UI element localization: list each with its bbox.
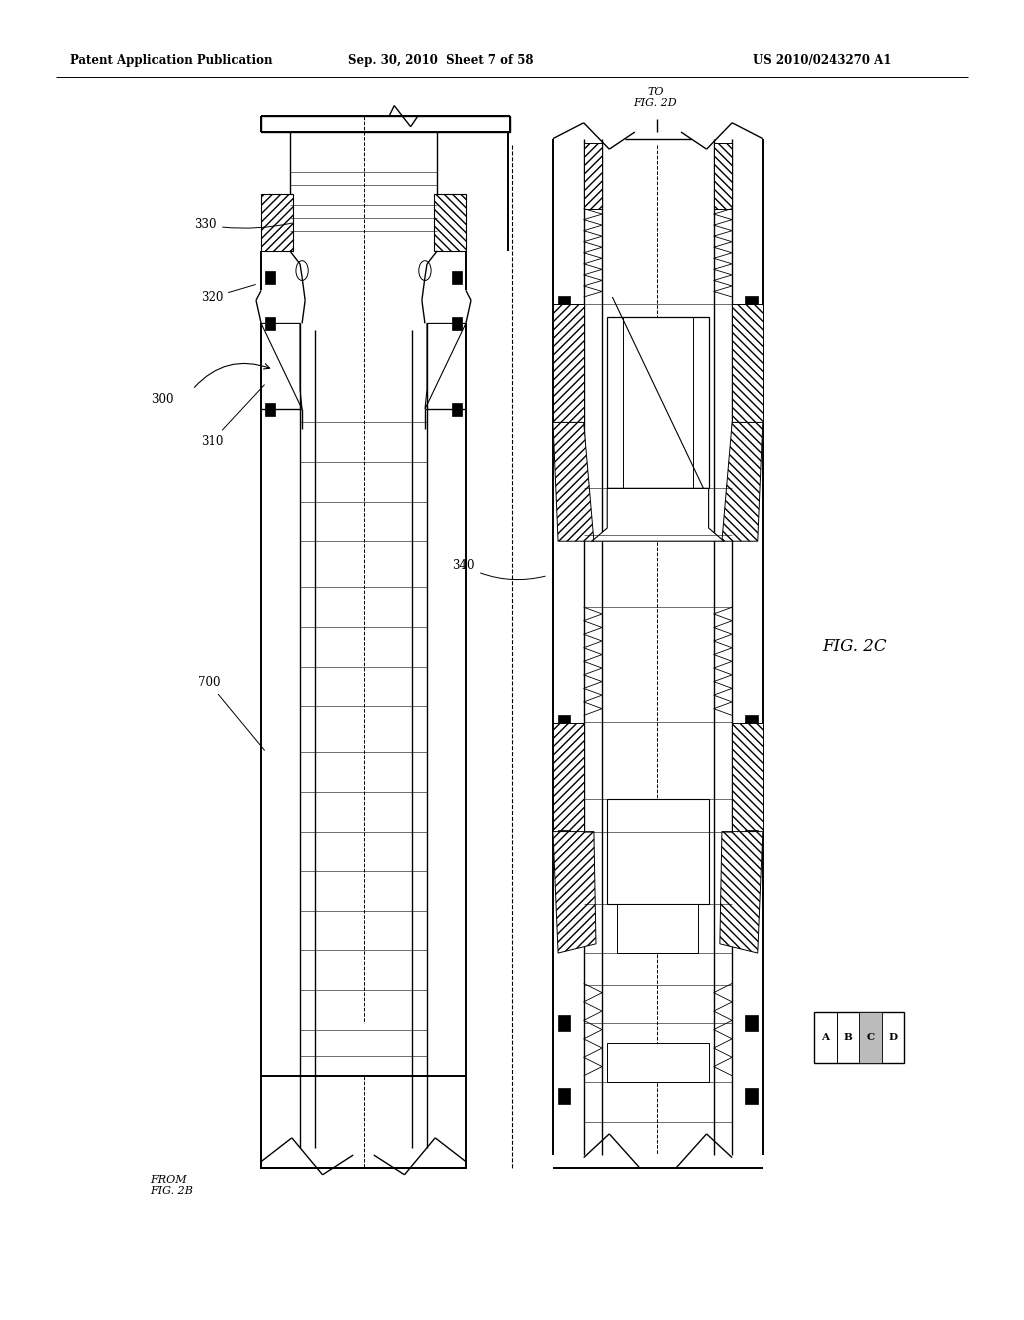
Text: TO
FIG. 2D: TO FIG. 2D [634,87,677,108]
Text: 340: 340 [453,558,545,579]
Bar [553,723,584,832]
Bar [558,715,570,731]
Text: Patent Application Publication: Patent Application Publication [70,54,272,67]
Bar [859,1012,882,1063]
Bar [434,194,466,251]
Bar [452,403,462,416]
Bar [558,1088,570,1104]
Text: Sep. 30, 2010  Sheet 7 of 58: Sep. 30, 2010 Sheet 7 of 58 [347,54,534,67]
Text: D: D [889,1034,897,1041]
Text: A: A [821,1034,829,1041]
Bar [584,143,602,209]
Text: FIG. 2C: FIG. 2C [822,639,888,655]
Text: 310: 310 [201,385,264,447]
Bar [261,116,510,132]
Bar [607,317,709,488]
Bar [261,1076,466,1168]
Bar [558,296,570,312]
Bar [745,1088,758,1104]
Ellipse shape [419,260,431,281]
Text: 700: 700 [198,676,264,750]
Bar [745,422,758,438]
Bar [265,403,275,416]
Bar [261,194,293,251]
Bar [814,1012,904,1063]
Bar [558,1015,570,1031]
Text: 300: 300 [152,392,174,405]
Bar [732,723,763,832]
Polygon shape [553,832,596,953]
Bar [553,304,584,422]
Bar [265,271,275,284]
Bar [558,422,570,438]
Text: 330: 330 [195,218,292,231]
Bar [452,317,462,330]
Bar [745,830,758,846]
Bar [714,143,732,209]
Bar [745,1015,758,1031]
Bar [607,799,709,904]
Text: FROM
FIG. 2B: FROM FIG. 2B [151,1175,194,1196]
Text: 320: 320 [201,285,255,304]
Polygon shape [592,488,724,541]
Polygon shape [425,323,466,409]
Polygon shape [553,422,594,541]
Polygon shape [722,422,763,541]
Bar [452,271,462,284]
Polygon shape [261,323,302,409]
Text: C: C [866,1034,874,1041]
Bar [617,904,698,953]
Bar [558,830,570,846]
Bar [745,296,758,312]
Bar [607,1043,709,1082]
Bar [732,304,763,422]
Ellipse shape [296,260,308,281]
Polygon shape [720,832,763,953]
Text: US 2010/0243270 A1: US 2010/0243270 A1 [753,54,891,67]
Bar [265,317,275,330]
Text: B: B [844,1034,852,1041]
Bar [745,715,758,731]
